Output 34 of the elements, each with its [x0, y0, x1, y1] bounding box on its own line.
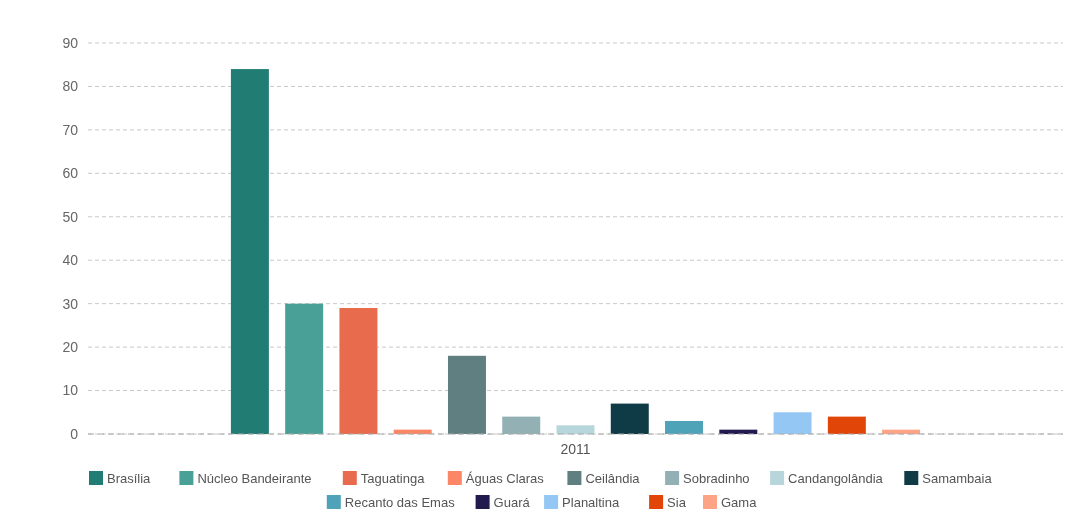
- x-tick-label: 2011: [560, 441, 591, 457]
- legend-label: Samambaia: [922, 470, 993, 486]
- legend-label: Gama: [721, 494, 758, 510]
- legend-label: Candangolândia: [788, 470, 884, 486]
- bar: [230, 69, 269, 434]
- bar: [610, 403, 649, 434]
- y-tick-label: 30: [62, 295, 79, 312]
- legend-label: Taguatinga: [360, 470, 426, 486]
- y-tick-label: 50: [62, 208, 79, 225]
- bar: [339, 308, 378, 434]
- bar: [502, 416, 541, 434]
- y-tick-label: 20: [62, 339, 79, 356]
- legend-label: Núcleo Bandeirante: [197, 470, 312, 486]
- y-tick-label: 10: [62, 382, 79, 399]
- y-tick-label: 0: [70, 425, 79, 442]
- legend-label: Águas Claras: [465, 470, 545, 486]
- legend-label: Planaltina: [562, 494, 620, 510]
- bar: [665, 420, 704, 434]
- legend-label: Guará: [493, 494, 531, 510]
- bar: [285, 303, 324, 434]
- y-tick-label: 80: [62, 78, 79, 95]
- legend-label: Sobradinho: [683, 470, 750, 486]
- legend-label: Recanto das Emas: [344, 494, 456, 510]
- y-tick-label: 40: [62, 252, 79, 269]
- bar: [556, 425, 595, 434]
- legend-label: Ceilândia: [585, 470, 641, 486]
- legend-label: Sia: [667, 494, 687, 510]
- bar: [447, 355, 486, 434]
- y-tick-label: 90: [62, 34, 79, 51]
- bar: [773, 412, 812, 434]
- legend-label: Brasília: [107, 470, 152, 486]
- bar: [827, 416, 866, 434]
- y-tick-label: 70: [62, 121, 79, 138]
- y-tick-label: 60: [62, 165, 79, 182]
